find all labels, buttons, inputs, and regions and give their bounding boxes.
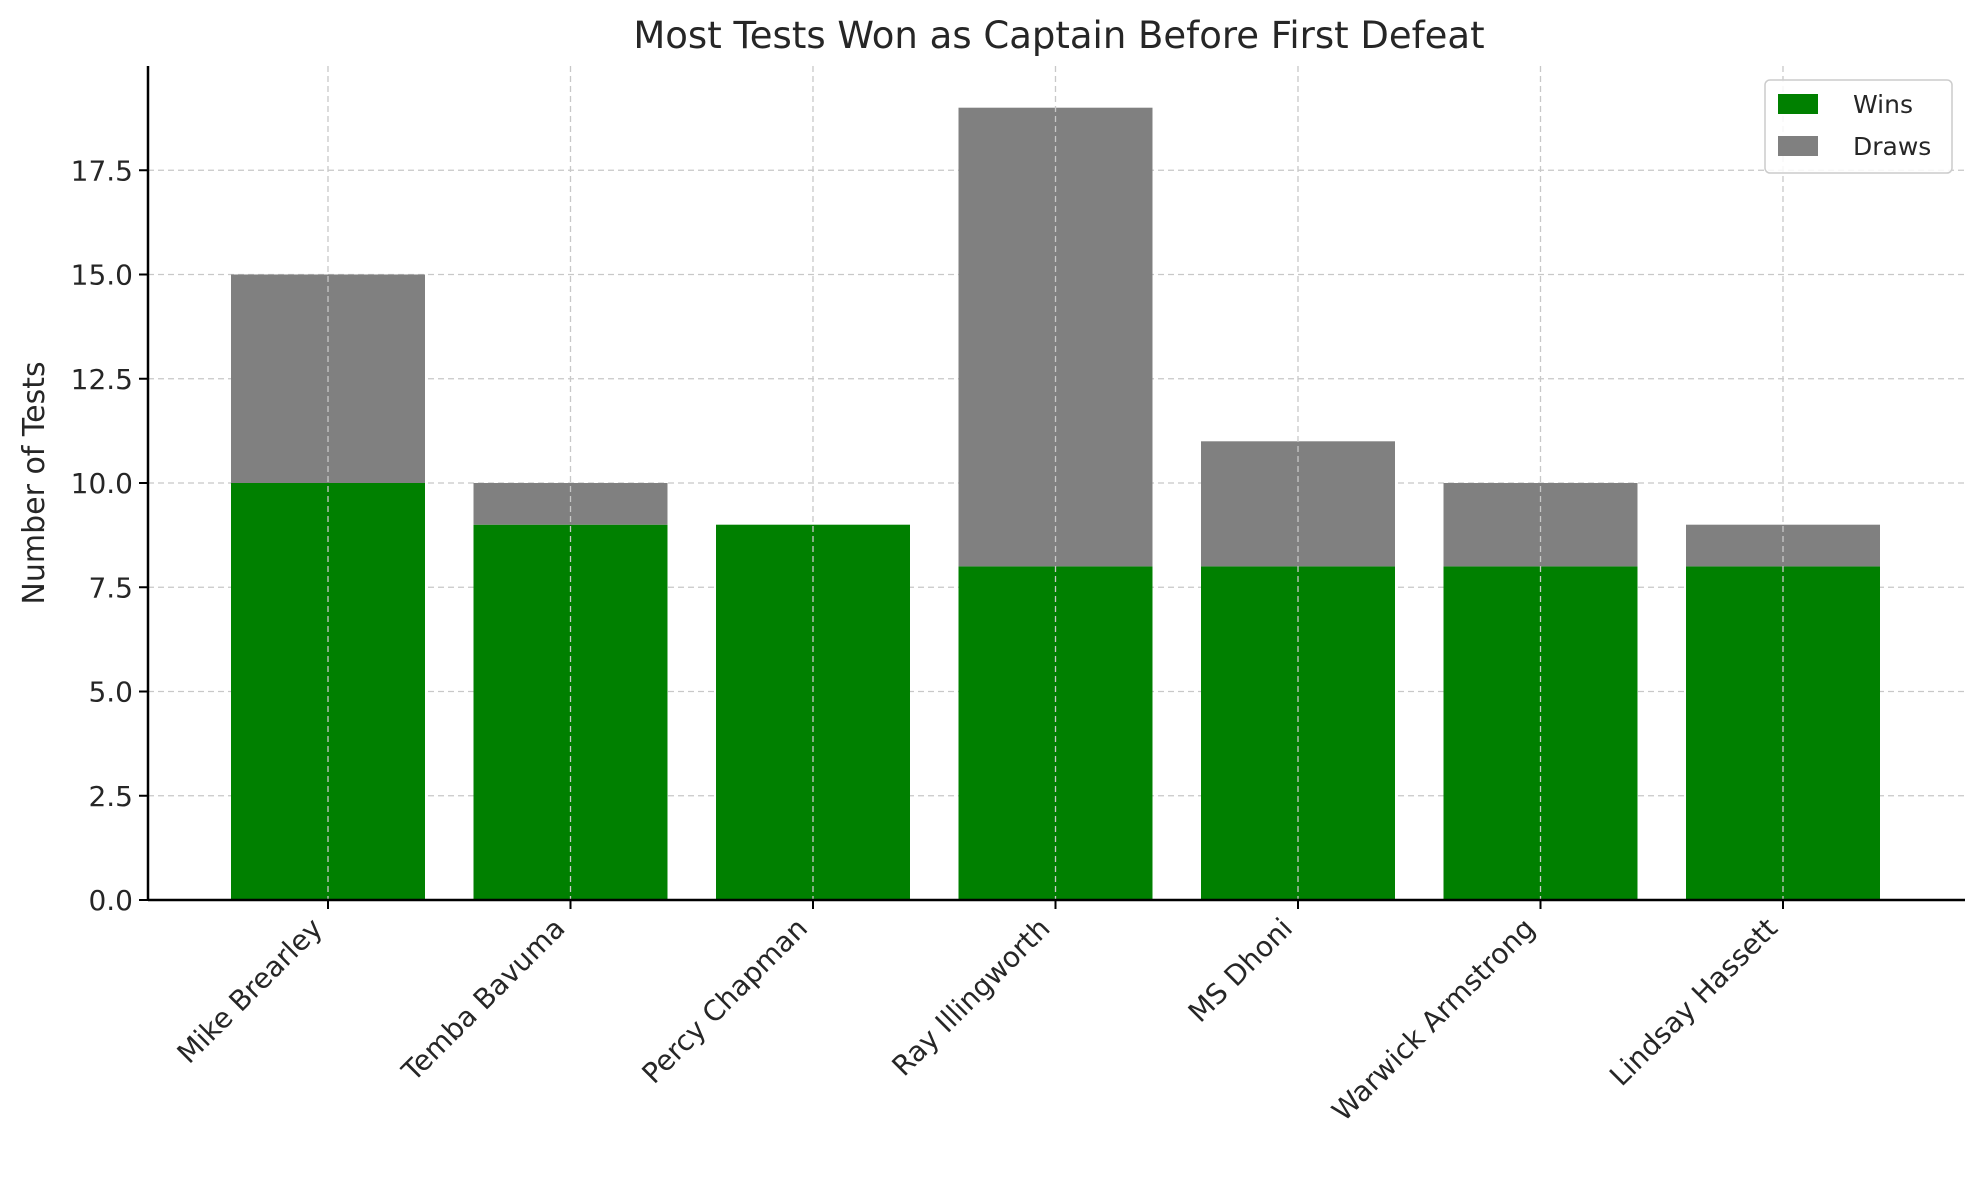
x-tick-label: Warwick Armstrong — [1326, 912, 1542, 1128]
chart-title: Most Tests Won as Captain Before First D… — [633, 14, 1484, 57]
y-tick-label: 15.0 — [71, 259, 133, 292]
legend: Wins Draws — [1764, 79, 1953, 174]
y-tick-label: 5.0 — [88, 676, 133, 709]
y-tick-label: 12.5 — [71, 363, 133, 396]
y-axis-label: Number of Tests — [17, 361, 52, 604]
grid-lines — [148, 169, 1965, 797]
y-tick-label: 2.5 — [88, 780, 133, 813]
y-tick-label: 10.0 — [71, 467, 133, 500]
y-axis-ticks: 0.0 2.5 5.0 7.5 10.0 12.5 15.0 17.5 — [71, 154, 148, 917]
x-axis-ticks: Mike Brearley Temba Bavuma Percy Chapman Ra… — [171, 900, 1784, 1128]
legend-swatch-wins — [1778, 94, 1818, 114]
x-tick-label: Temba Bavuma — [395, 912, 572, 1089]
y-tick-label: 7.5 — [88, 571, 133, 604]
x-tick-label: MS Dhoni — [1182, 912, 1299, 1029]
x-tick-label: Ray Illingworth — [885, 912, 1056, 1083]
legend-swatch-draws — [1778, 136, 1818, 156]
x-tick-label: Percy Chapman — [636, 912, 814, 1090]
y-tick-label: 17.5 — [71, 154, 133, 187]
y-tick-label: 0.0 — [88, 884, 133, 917]
vertical-grid-lines — [327, 66, 1784, 900]
x-tick-label: Mike Brearley — [171, 912, 329, 1070]
legend-label-wins: Wins — [1853, 90, 1913, 119]
bar-draws-5 — [1443, 483, 1638, 567]
x-tick-label: Lindsay Hassett — [1603, 912, 1784, 1093]
legend-label-draws: Draws — [1853, 132, 1931, 161]
bar-draws-4 — [1201, 441, 1395, 567]
